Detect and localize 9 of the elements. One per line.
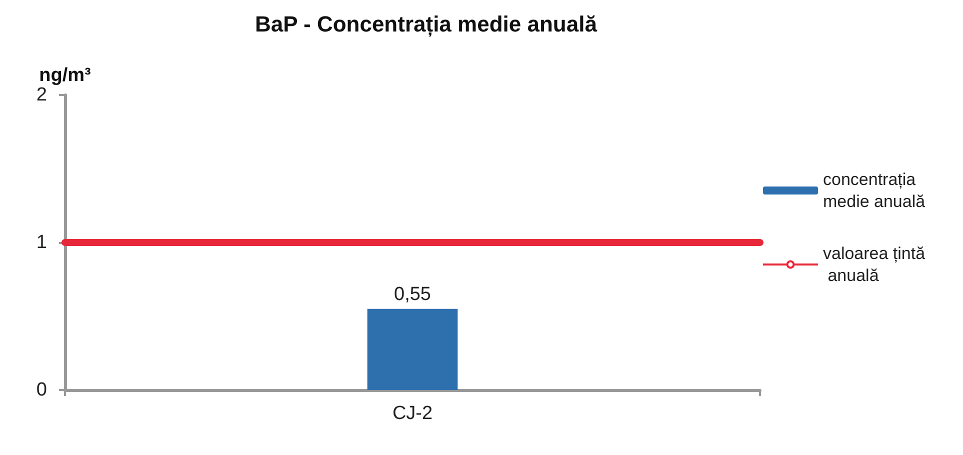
chart-title: BaP - Concentrația medie anuală: [255, 12, 598, 38]
legend-label: concentrația medie anuală: [823, 170, 926, 211]
y-tick-label: 0: [36, 380, 47, 400]
data-label: 0,55: [394, 284, 431, 305]
x-tick-label: CJ-2: [392, 403, 433, 424]
legend-label: valoarea țintă anuală: [823, 244, 926, 285]
y-tick-label: 2: [36, 84, 47, 106]
y-tick-label: 1: [36, 232, 47, 253]
y-axis-title: ng/m³: [39, 65, 91, 86]
